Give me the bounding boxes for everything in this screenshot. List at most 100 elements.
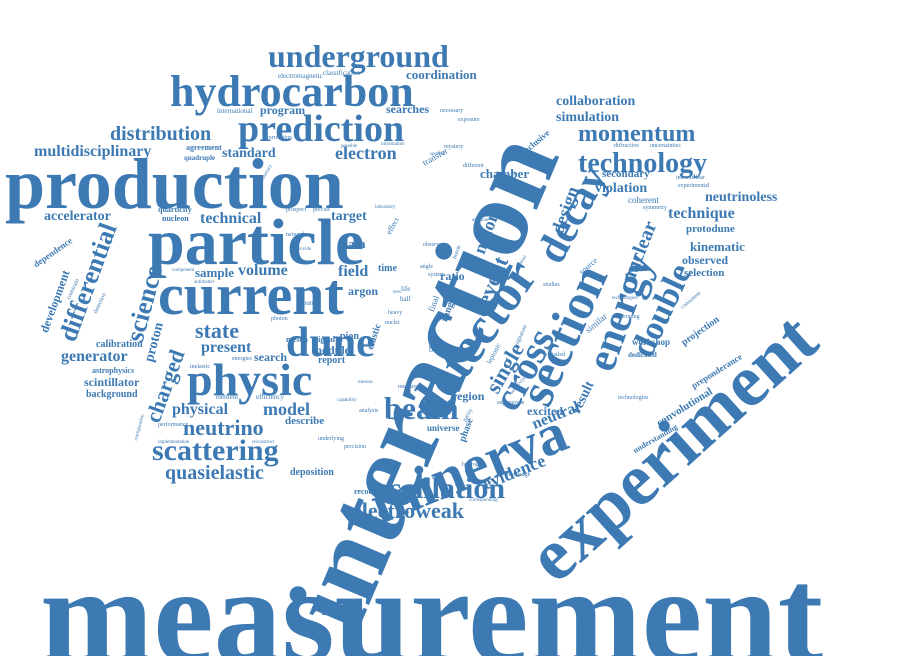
word-ratio: ratio — [440, 269, 465, 283]
word-reconstruct: reconstruct — [252, 440, 275, 445]
word-configuration: configuration — [134, 413, 146, 442]
word-electromagnetic: electromagnetic — [278, 72, 323, 80]
word-current: current — [158, 262, 344, 327]
word-standard: standard — [222, 146, 276, 161]
word-physical: physical — [172, 401, 229, 418]
word-secondary: secondary — [602, 168, 650, 180]
word-prediction: prediction — [238, 108, 405, 150]
word-technologies-2: technologies — [612, 296, 638, 301]
word-operating: operating — [617, 314, 640, 320]
word-excited: excited — [527, 404, 563, 418]
word-accelerator: accelerator — [44, 209, 111, 224]
word-electroweak: electroweak — [352, 498, 464, 523]
word-different: different — [463, 163, 484, 169]
word-spectral: spectral — [430, 152, 446, 157]
word-particle: particle — [148, 206, 365, 279]
word-heavy: heavy — [388, 310, 403, 316]
word-effect: effect — [384, 215, 401, 236]
word-scintillator: scintillator — [84, 375, 140, 389]
word-ground: ground — [297, 299, 317, 307]
word-region: region — [452, 389, 485, 403]
word-mystery: mystery — [444, 144, 464, 150]
word-provide: provide — [296, 247, 312, 252]
word-beam: beam — [384, 390, 459, 426]
word-data: data — [341, 236, 366, 251]
word-underground: underground — [268, 38, 449, 74]
word-technologies: technologies — [618, 395, 649, 401]
word-program: program — [260, 103, 306, 117]
word-generator: generator — [61, 348, 128, 365]
word-angle: angle — [420, 264, 433, 270]
word-quasielastic: quasielastic — [165, 462, 264, 484]
word-dune: dune — [286, 320, 375, 366]
word-studies: studies — [543, 282, 560, 288]
word-scattering: scattering — [152, 434, 279, 467]
word-sample: sample — [195, 265, 234, 280]
word-system: system — [428, 272, 445, 278]
word-addition: addition — [472, 218, 489, 223]
word-field: field — [338, 263, 369, 280]
word-supernovae: supernovae — [497, 400, 525, 406]
word-experimental: experimental — [678, 183, 710, 189]
word-performance: performance — [158, 422, 189, 428]
word-necessary: necessary — [440, 108, 464, 114]
word-technology: technology — [578, 148, 708, 179]
word-mesons: mesons — [358, 380, 373, 385]
word-corresponding: corresponding — [469, 498, 498, 503]
word-burst: burst — [429, 345, 445, 354]
word-prospect: prospect — [286, 207, 307, 213]
word-target: target — [331, 209, 367, 224]
word-coherent: coherent — [628, 195, 659, 205]
word-calibration: calibration — [96, 339, 143, 350]
word-deposition: deposition — [290, 467, 334, 478]
word-dedicated: dedicated — [628, 351, 657, 359]
word-simulation: simulation — [556, 110, 620, 125]
word-model: model — [263, 399, 310, 419]
word-hydrocarbon: hydrocarbon — [170, 67, 414, 116]
word-half: half — [400, 295, 411, 303]
word-diffractive: diffractive — [614, 143, 639, 149]
word-describe: describe — [285, 415, 325, 427]
word-physic: physic — [187, 354, 313, 405]
word-nucleon: nucleon — [162, 214, 189, 223]
word-projection: projection — [679, 314, 722, 349]
word-international: international — [217, 107, 253, 115]
word-observed: observed — [682, 253, 728, 267]
word-state: state — [195, 318, 239, 343]
word-technical: technical — [200, 210, 262, 227]
word-underlying: underlying — [318, 436, 344, 442]
word-report: report — [318, 355, 346, 366]
word-reconstruction: reconstruction — [354, 487, 404, 496]
word-photon: photon — [271, 316, 288, 322]
word-technique: technique — [668, 205, 735, 222]
word-uncertainties: uncertainties — [650, 143, 681, 149]
word-energies: energies — [232, 356, 252, 362]
word-efficiency: efficiency — [256, 393, 284, 401]
word-intranuclear: intranuclear — [676, 175, 705, 181]
word-collaboration: collaboration — [556, 94, 636, 109]
word-inelastic: inelastic — [190, 364, 210, 370]
word-pion: pion — [340, 331, 359, 342]
word-observe: observe — [423, 242, 442, 248]
word-laboratory: laboratory — [375, 205, 396, 210]
word-protodune: protodune — [686, 223, 735, 235]
word-kinematic: kinematic — [690, 239, 745, 254]
word-present: present — [201, 339, 252, 356]
word-implementation: implementation — [158, 440, 190, 445]
word-correlation: correlation — [266, 135, 292, 141]
word-coordination: coordination — [406, 67, 477, 82]
word-electron: electron — [335, 143, 397, 163]
word-new: new — [393, 290, 402, 295]
word-background: background — [86, 389, 138, 400]
word-precise: precise — [313, 207, 330, 213]
word-quadruple: quadruple — [184, 154, 216, 162]
word-module: module — [312, 343, 351, 357]
word-volume: volume — [238, 262, 288, 279]
word-exposure: exposure — [458, 117, 480, 123]
word-universe: universe — [427, 423, 460, 433]
word-element: element — [216, 393, 239, 401]
word-knowledge: knowledge — [504, 472, 531, 478]
word-search: search — [254, 350, 288, 364]
word-capability: capability — [337, 398, 357, 403]
